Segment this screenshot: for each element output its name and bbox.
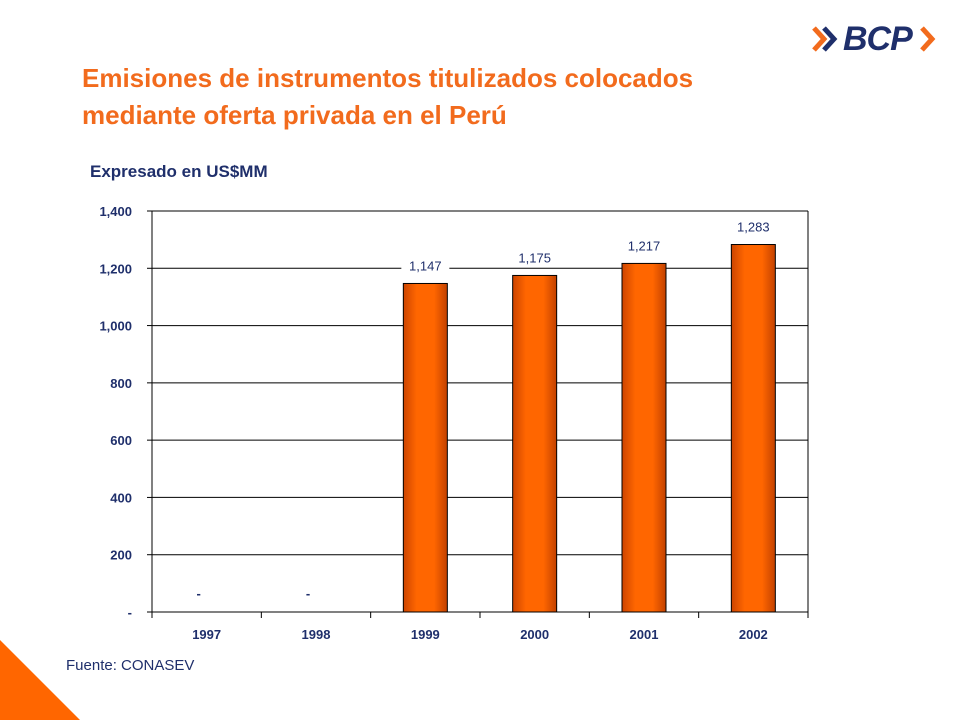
bar bbox=[402, 282, 448, 613]
data-label: - bbox=[196, 586, 200, 601]
data-label: - bbox=[306, 586, 310, 601]
x-tick-label: 1998 bbox=[302, 627, 331, 642]
data-label: 1,283 bbox=[737, 220, 770, 235]
data-label: 1,217 bbox=[628, 238, 661, 253]
y-tick-label: 400 bbox=[110, 490, 132, 505]
y-tick-label: 800 bbox=[110, 376, 132, 391]
bar bbox=[621, 262, 667, 613]
data-label: 1,147 bbox=[409, 258, 442, 273]
data-label: 1,175 bbox=[518, 250, 551, 265]
y-tick-label: - bbox=[128, 605, 132, 620]
chart-subtitle: Expresado en US$MM bbox=[90, 162, 268, 181]
bcp-logo: BCP bbox=[812, 18, 942, 60]
y-tick-label: 600 bbox=[110, 433, 132, 448]
y-tick-label: 1,200 bbox=[99, 261, 132, 276]
bar bbox=[512, 274, 558, 613]
logo-text: BCP bbox=[843, 20, 913, 58]
data-label-background bbox=[620, 236, 668, 255]
x-tick-label: 2001 bbox=[630, 627, 659, 642]
data-label-background bbox=[510, 248, 559, 267]
x-tick-label: 2000 bbox=[520, 627, 549, 642]
data-label-background bbox=[401, 256, 450, 275]
x-tick-label: 1999 bbox=[411, 627, 440, 642]
corner-decoration bbox=[0, 640, 80, 720]
bar bbox=[730, 244, 776, 613]
y-tick-label: 200 bbox=[110, 548, 132, 563]
page-title: Emisiones de instrumentos titulizados co… bbox=[82, 60, 882, 134]
data-label-background bbox=[729, 217, 778, 236]
y-tick-label: 1,000 bbox=[99, 319, 132, 334]
bcp-logo-chevrons-icon bbox=[812, 26, 936, 52]
x-tick-label: 1997 bbox=[192, 627, 221, 642]
title-line-1: Emisiones de instrumentos titulizados co… bbox=[82, 63, 694, 93]
x-tick-label: 2002 bbox=[739, 627, 768, 642]
source-note: Fuente: CONASEV bbox=[66, 657, 195, 674]
y-tick-label: 1,400 bbox=[99, 204, 132, 219]
title-line-2: mediante oferta privada en el Perú bbox=[82, 100, 507, 130]
